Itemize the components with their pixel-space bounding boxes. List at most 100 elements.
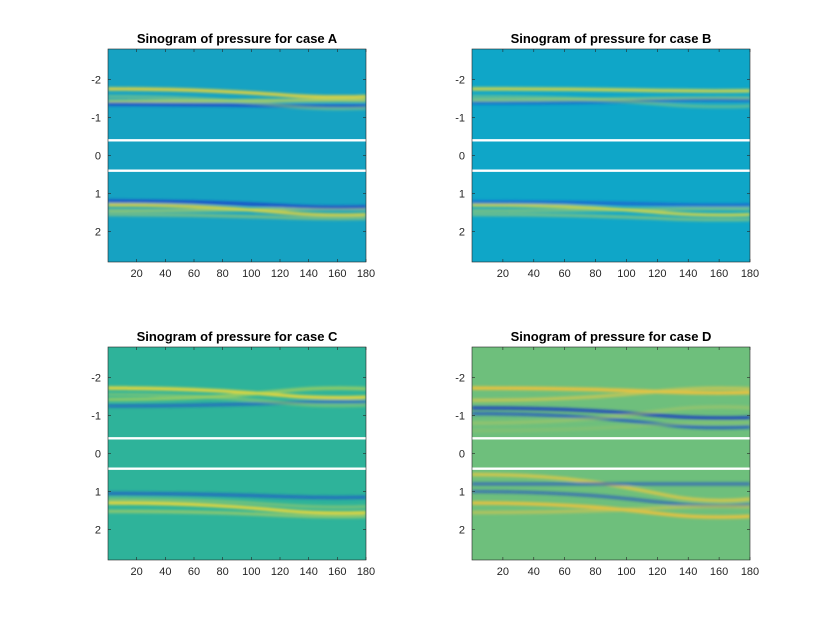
panel-c-trace — [108, 491, 366, 500]
panel-a-trace — [108, 94, 366, 111]
panel-a-trace — [108, 203, 366, 217]
panel-c-heatmap-background — [108, 347, 366, 560]
panel-b-traces — [472, 87, 750, 222]
panel-c-title: Sinogram of pressure for case C — [137, 329, 338, 344]
panel-c-trace — [108, 497, 366, 509]
panel-a-x-tick-label: 100 — [242, 268, 260, 280]
panel-d-trace — [472, 501, 750, 519]
panel-d-title: Sinogram of pressure for case D — [511, 329, 712, 344]
panel-c-y-tick-label: 0 — [95, 449, 101, 461]
panel-a-trace — [108, 212, 366, 221]
panel-b: Sinogram of pressure for case B 20 40 60 80… — [455, 31, 759, 280]
panel-a-trace — [108, 199, 366, 209]
panel-d-trace — [472, 386, 750, 403]
panel-a-x-tick-label: 40 — [159, 268, 171, 280]
panel-c-trace — [108, 386, 366, 400]
panel-c-trace — [108, 386, 366, 402]
panel-b-x-tick-label: 160 — [710, 268, 728, 280]
panel-a-heatmap-background — [108, 49, 366, 262]
panel-a-x-tick-label: 160 — [328, 268, 346, 280]
panel-b-x-tick-label: 60 — [559, 268, 571, 280]
panel-b-x-tick-label: 180 — [741, 268, 759, 280]
panel-a: Sinogram of pressure for case A 20 40 60 80… — [91, 31, 375, 280]
panel-c-trace — [108, 509, 366, 519]
panel-a-trace — [108, 98, 366, 104]
panel-d-x-tick-label: 140 — [679, 566, 697, 578]
panel-a-title: Sinogram of pressure for case A — [137, 31, 338, 46]
panel-b-x-tick-label: 80 — [589, 268, 601, 280]
panel-d-x-tick-label: 20 — [497, 566, 509, 578]
panel-a-x-tick-label: 80 — [217, 268, 229, 280]
panel-d-trace — [472, 406, 750, 420]
panel-c: Sinogram of pressure for case C 20 40 60 80… — [91, 329, 375, 578]
panel-b-y-tick-label: 0 — [459, 151, 465, 163]
panel-b-title: Sinogram of pressure for case B — [511, 31, 712, 46]
panel-d-y-tick-label: 2 — [459, 525, 465, 537]
panel-d-traces — [472, 386, 750, 519]
panel-a-trace — [108, 102, 366, 109]
panel-a-y-tick-label: 1 — [95, 189, 101, 201]
panel-c-x-tick-label: 20 — [131, 566, 143, 578]
panel-d-y-tick-label: 0 — [459, 449, 465, 461]
panel-c-y-tick-label: -2 — [91, 372, 101, 384]
panel-c-trace — [108, 392, 366, 408]
panel-c-traces — [108, 386, 366, 519]
panel-c-y-tick-label: 2 — [95, 525, 101, 537]
panel-a-x-tick-label: 20 — [131, 268, 143, 280]
panel-d-x-tick-label: 180 — [741, 566, 759, 578]
panel-b-x-tick-label: 100 — [617, 268, 635, 280]
panel-c-y-tick-label: -1 — [91, 410, 101, 422]
panel-a-x-tick-label: 60 — [188, 268, 200, 280]
panel-b-y-tick-label: 1 — [459, 189, 465, 201]
panel-a-x-tick-label: 180 — [357, 268, 375, 280]
panel-b-y-tick-label: -1 — [455, 112, 465, 124]
panel-b-trace — [472, 94, 750, 109]
panel-b-x-tick-label: 140 — [679, 268, 697, 280]
panel-c-x-tick-label: 140 — [299, 566, 317, 578]
panel-b-trace — [472, 212, 750, 222]
panel-c-y-tick-label: 1 — [95, 487, 101, 499]
panel-b-trace — [472, 200, 750, 207]
panel-b-x-tick-label: 20 — [497, 268, 509, 280]
panel-d-y-tick-label: -1 — [455, 410, 465, 422]
panel-a-y-tick-label: 0 — [95, 151, 101, 163]
panel-c-x-tick-label: 180 — [357, 566, 375, 578]
panel-d-x-tick-label: 40 — [528, 566, 540, 578]
panel-b-trace — [472, 98, 750, 105]
panel-b-trace — [472, 206, 750, 213]
panel-c-x-tick-label: 80 — [217, 566, 229, 578]
panel-d-x-tick-label: 60 — [559, 566, 571, 578]
panel-b-x-tick-label: 40 — [528, 268, 540, 280]
panel-b-trace — [472, 203, 750, 217]
panel-a-x-tick-label: 140 — [299, 268, 317, 280]
panel-a-y-tick-label: -2 — [91, 74, 101, 86]
panel-d-x-tick-label: 160 — [710, 566, 728, 578]
panel-d-trace — [472, 420, 750, 433]
panel-d-trace — [472, 472, 750, 503]
panel-c-x-tick-label: 160 — [328, 566, 346, 578]
panel-d: Sinogram of pressure for case D 20 40 60 80… — [455, 329, 759, 578]
panel-d-x-tick-label: 120 — [648, 566, 666, 578]
panel-b-y-tick-label: -2 — [455, 74, 465, 86]
panel-b-y-tick-label: 2 — [459, 227, 465, 239]
panel-a-y-tick-label: 2 — [95, 227, 101, 239]
panel-b-x-tick-label: 120 — [648, 268, 666, 280]
panel-b-trace — [472, 96, 750, 103]
panel-d-trace — [472, 504, 750, 515]
panel-c-x-tick-label: 40 — [159, 566, 171, 578]
panel-b-heatmap-background — [472, 49, 750, 262]
panel-d-y-tick-label: 1 — [459, 487, 465, 499]
panel-b-trace — [472, 87, 750, 93]
panel-a-trace — [108, 87, 366, 99]
panel-c-x-tick-label: 120 — [271, 566, 289, 578]
panel-d-x-tick-label: 80 — [589, 566, 601, 578]
panel-a-traces — [108, 87, 366, 221]
panel-a-y-tick-label: -1 — [91, 112, 101, 124]
panel-d-x-tick-label: 100 — [617, 566, 635, 578]
panel-d-heatmap-background — [472, 347, 750, 560]
panel-c-x-tick-label: 60 — [188, 566, 200, 578]
panel-c-trace — [108, 501, 366, 515]
panel-c-x-tick-label: 100 — [242, 566, 260, 578]
panel-a-x-tick-label: 120 — [271, 268, 289, 280]
